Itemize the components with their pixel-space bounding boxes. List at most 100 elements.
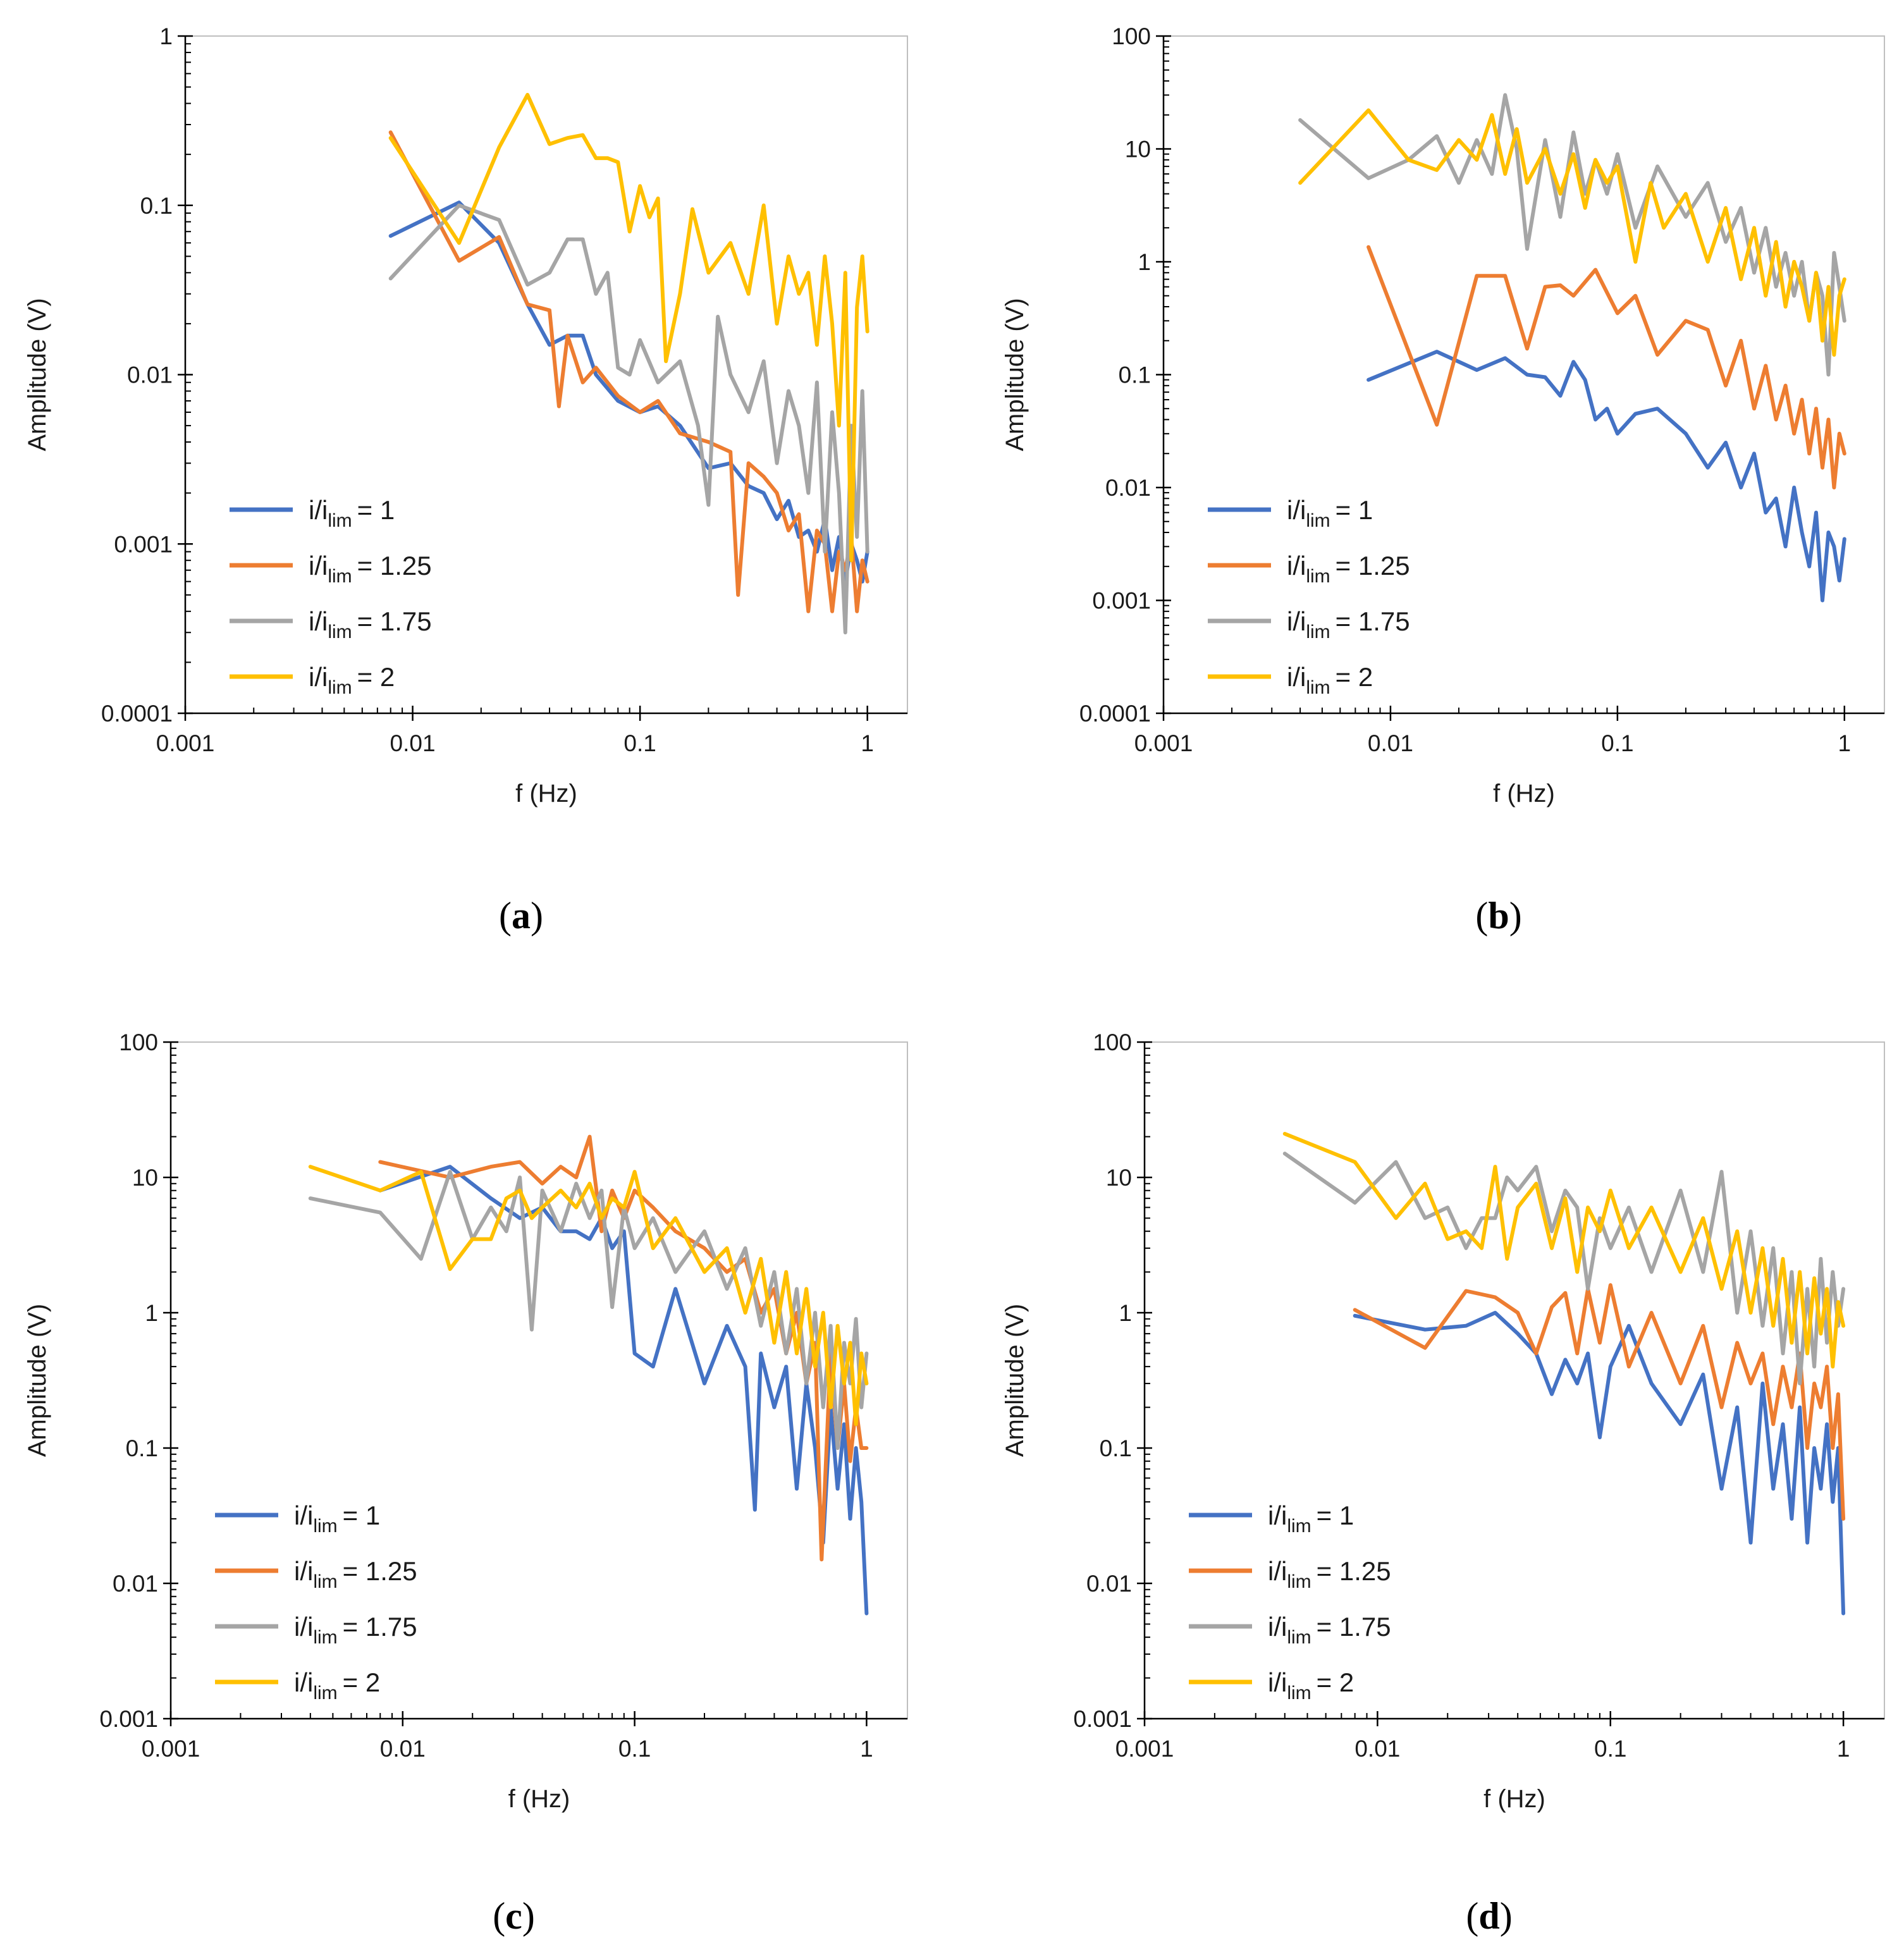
x-axis-title: f (Hz)	[515, 780, 577, 807]
legend-label-2: i/ilim = 1.25	[309, 551, 432, 587]
legend-label-sub: lim	[1306, 510, 1330, 531]
y-tick-label: 1	[145, 1300, 158, 1326]
y-tick-label: 0.01	[113, 1571, 158, 1597]
series-line-1	[1353, 1311, 1846, 1616]
legend: i/ilim = 1i/ilim = 1.25i/ilim = 1.75i/ilim =…	[1208, 495, 1410, 698]
legend-label-3: i/ilim = 1.75	[1287, 606, 1410, 642]
legend-label-main: i/i	[1287, 495, 1306, 525]
y-tick-label: 0.01	[127, 362, 173, 388]
y-tick-label: 0.001	[114, 531, 173, 557]
y-tick-label: 0.001	[99, 1706, 158, 1732]
legend-label-main: i/i	[294, 1612, 313, 1642]
series-line-3	[388, 203, 869, 635]
x-tick-label: 0.1	[1594, 1736, 1626, 1762]
legend-label-tail: = 1.75	[1317, 1612, 1391, 1642]
legend-label-tail: = 1.75	[343, 1612, 417, 1642]
y-tick-label: 0.1	[1100, 1435, 1132, 1461]
y-axis-title: Amplitude (V)	[1001, 1304, 1029, 1457]
legend-label-tail: = 1.75	[1336, 606, 1410, 636]
y-tick-label: 10	[1106, 1165, 1132, 1191]
legend-label-4: i/ilim = 2	[1268, 1667, 1354, 1704]
caption-letter: b	[1488, 895, 1509, 936]
legend-label-main: i/i	[309, 551, 328, 580]
panel-caption: (a)	[499, 895, 543, 936]
y-tick-label: 10	[1125, 137, 1151, 163]
legend-label-main: i/i	[1287, 551, 1306, 580]
legend-label-3: i/ilim = 1.75	[1268, 1612, 1391, 1648]
legend-label-main: i/i	[1268, 1612, 1287, 1642]
series-line-2	[1367, 245, 1846, 489]
legend-label-3: i/ilim = 1.75	[294, 1612, 417, 1648]
y-tick-label: 1	[1119, 1300, 1132, 1326]
series-line-4	[308, 1165, 869, 1427]
y-tick-label: 100	[119, 1029, 158, 1055]
plot-area-border	[170, 1041, 908, 1719]
legend-label-sub: lim	[313, 1627, 337, 1648]
legend-label-main: i/i	[294, 1667, 313, 1697]
x-tick-label: 0.001	[1115, 1736, 1174, 1762]
series-line-2	[388, 130, 869, 613]
legend-label-1: i/ilim = 1	[1268, 1501, 1354, 1537]
legend-label-sub: lim	[1287, 1516, 1311, 1537]
x-tick-label: 0.01	[380, 1736, 426, 1762]
series-line-1	[1367, 350, 1846, 603]
y-axis-title: Amplitude (V)	[1001, 298, 1029, 451]
legend-label-tail: = 1	[1336, 495, 1373, 525]
y-tick-label: 0.001	[1092, 588, 1151, 614]
x-tick-label: 1	[1838, 730, 1852, 756]
legend-label-main: i/i	[1268, 1667, 1287, 1697]
x-axis-title: f (Hz)	[508, 1785, 570, 1813]
caption-letter: a	[512, 895, 531, 936]
x-tick-label: 0.01	[390, 730, 436, 756]
y-tick-label: 0.1	[1119, 362, 1151, 388]
legend-label-sub: lim	[313, 1683, 337, 1704]
y-tick-label: 0.01	[1105, 475, 1151, 501]
x-tick-label: 0.1	[623, 730, 656, 756]
legend-label-main: i/i	[1268, 1501, 1287, 1530]
series-line-2	[378, 1134, 869, 1562]
series-line-3	[1282, 1151, 1846, 1385]
chart-panel-d: 0.001 0.01 0.1 1 10 100 0.001 0.01 0.1 1 f (Hz) Amp…	[1001, 1029, 1885, 1937]
legend-label-1: i/ilim = 1	[294, 1501, 380, 1537]
legend-label-tail: = 1.75	[357, 606, 432, 636]
x-axis-title: f (Hz)	[1493, 780, 1555, 807]
y-axis-title: Amplitude (V)	[23, 298, 51, 451]
y-tick-label: 0.0001	[101, 701, 173, 727]
x-axis-title: f (Hz)	[1483, 1785, 1545, 1813]
legend-label-1: i/ilim = 1	[309, 495, 395, 531]
legend-label-main: i/i	[1287, 662, 1306, 692]
legend-label-tail: = 1.25	[357, 551, 432, 580]
y-tick-label: 1	[1138, 249, 1151, 275]
legend-label-main: i/i	[309, 495, 328, 525]
legend-label-main: i/i	[309, 662, 328, 692]
chart-panel-b: 0.0001 0.001 0.01 0.1 1 10 100 0.001 0.01 0.1 1 f (…	[1001, 23, 1885, 936]
caption-letter: d	[1478, 1895, 1499, 1937]
caption-paren: )	[1509, 895, 1522, 936]
chart-panel-c: 0.001 0.01 0.1 1 10 100 0.001 0.01 0.1 1 f (Hz) Amp…	[23, 1029, 908, 1937]
legend-label-tail: = 1.25	[1317, 1556, 1391, 1586]
y-tick-label: 10	[132, 1165, 158, 1191]
legend-label-sub: lim	[1287, 1683, 1311, 1704]
legend-label-4: i/ilim = 2	[1287, 662, 1373, 698]
legend-label-tail: = 1.25	[343, 1556, 417, 1586]
legend-label-2: i/ilim = 1.25	[294, 1556, 417, 1592]
plot-area-border	[1144, 1041, 1885, 1719]
legend-label-main: i/i	[1268, 1556, 1287, 1586]
legend-label-main: i/i	[309, 606, 328, 636]
panel-caption: (b)	[1475, 895, 1521, 936]
series-line-3	[308, 1170, 869, 1450]
x-tick-label: 0.1	[618, 1736, 651, 1762]
legend-label-tail: = 1	[343, 1501, 381, 1530]
x-tick-label: 1	[1837, 1736, 1850, 1762]
panel-caption: (c)	[493, 1895, 535, 1937]
x-tick-label: 1	[861, 730, 874, 756]
caption-paren: (	[493, 1895, 505, 1937]
x-tick-label: 0.1	[1601, 730, 1633, 756]
legend-label-sub: lim	[328, 566, 352, 587]
legend-label-sub: lim	[1287, 1627, 1311, 1648]
y-tick-label: 0.0001	[1079, 701, 1151, 727]
y-axis-title: Amplitude (V)	[23, 1304, 51, 1457]
series-line-4	[1282, 1132, 1846, 1369]
legend-label-main: i/i	[1287, 606, 1306, 636]
y-tick-label: 0.01	[1086, 1571, 1132, 1597]
